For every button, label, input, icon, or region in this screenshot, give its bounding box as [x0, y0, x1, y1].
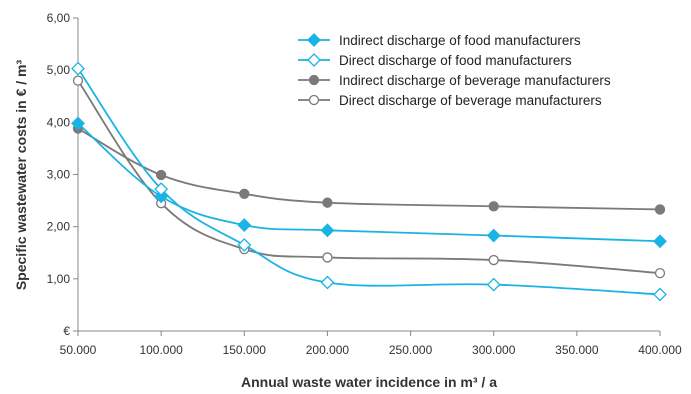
- series-line: [77, 68, 661, 296]
- legend-item: Direct discharge of beverage manufacture…: [298, 93, 602, 108]
- data-point: [237, 238, 252, 252]
- data-point: [237, 218, 252, 233]
- data-point: [488, 254, 499, 266]
- x-tick-label: 150.000: [223, 343, 267, 357]
- y-tick-label: 2,00: [47, 220, 71, 234]
- data-point: [488, 201, 499, 212]
- data-point: [154, 182, 169, 197]
- data-point: [486, 277, 501, 292]
- data-point: [322, 197, 333, 208]
- x-tick-labels: 50.000 100.000 150.000 200.000 250.000 300.00…: [60, 331, 682, 357]
- legend-item: Direct discharge of food manufacturers: [298, 53, 572, 68]
- y-tick-label: 4,00: [47, 115, 71, 129]
- series-line: [77, 80, 661, 274]
- x-axis-title: Annual waste water incidence in m³ / a: [241, 374, 497, 390]
- x-tick-label: 100.000: [139, 343, 183, 357]
- y-tick-label: 3,00: [47, 168, 71, 182]
- data-point: [322, 252, 333, 263]
- x-tick-label: 350.000: [555, 343, 599, 357]
- series-lines: [71, 61, 667, 302]
- y-axis-title: Specific wastewater costs in € / m³: [13, 60, 29, 291]
- legend-label: Direct discharge of food manufacturers: [339, 53, 572, 68]
- series-1: [71, 116, 667, 249]
- data-point: [653, 234, 667, 249]
- y-tick-label: 5,00: [47, 63, 71, 77]
- x-tick-label: 300.000: [472, 343, 516, 357]
- y-tick-label: 6,00: [47, 11, 71, 25]
- legend-label: Indirect discharge of beverage manufactu…: [339, 73, 611, 88]
- series-2: [71, 61, 667, 302]
- data-point: [320, 275, 335, 290]
- legend-marker: [308, 74, 320, 86]
- legend-marker: [308, 94, 320, 106]
- data-point: [654, 267, 666, 279]
- y-tick-label: 1,00: [47, 272, 71, 286]
- legend-marker: [307, 33, 321, 47]
- legend-marker: [307, 53, 321, 67]
- data-point: [654, 204, 666, 215]
- data-point: [72, 75, 84, 86]
- data-point: [155, 169, 167, 181]
- series-line: [77, 122, 661, 243]
- series-3: [72, 123, 666, 215]
- legend-label: Indirect discharge of food manufacturers: [339, 33, 581, 48]
- x-tick-label: 400.000: [638, 343, 682, 357]
- x-tick-label: 200.000: [306, 343, 350, 357]
- data-point: [239, 188, 250, 199]
- y-tick-label: €: [63, 324, 70, 338]
- legend: Indirect discharge of food manufacturers…: [298, 33, 611, 108]
- legend-label: Direct discharge of beverage manufacture…: [339, 93, 602, 108]
- data-point: [486, 228, 501, 243]
- legend-item: Indirect discharge of beverage manufactu…: [298, 73, 611, 88]
- legend-item: Indirect discharge of food manufacturers: [298, 33, 581, 48]
- data-point: [71, 61, 85, 76]
- x-tick-label: 250.000: [389, 343, 433, 357]
- data-point: [653, 287, 667, 302]
- y-tick-labels: €1,00 2,00 3,00 4,00 5,00 6,00: [47, 11, 78, 338]
- data-point: [71, 116, 85, 131]
- data-point: [320, 223, 335, 238]
- x-tick-label: 50.000: [60, 343, 97, 357]
